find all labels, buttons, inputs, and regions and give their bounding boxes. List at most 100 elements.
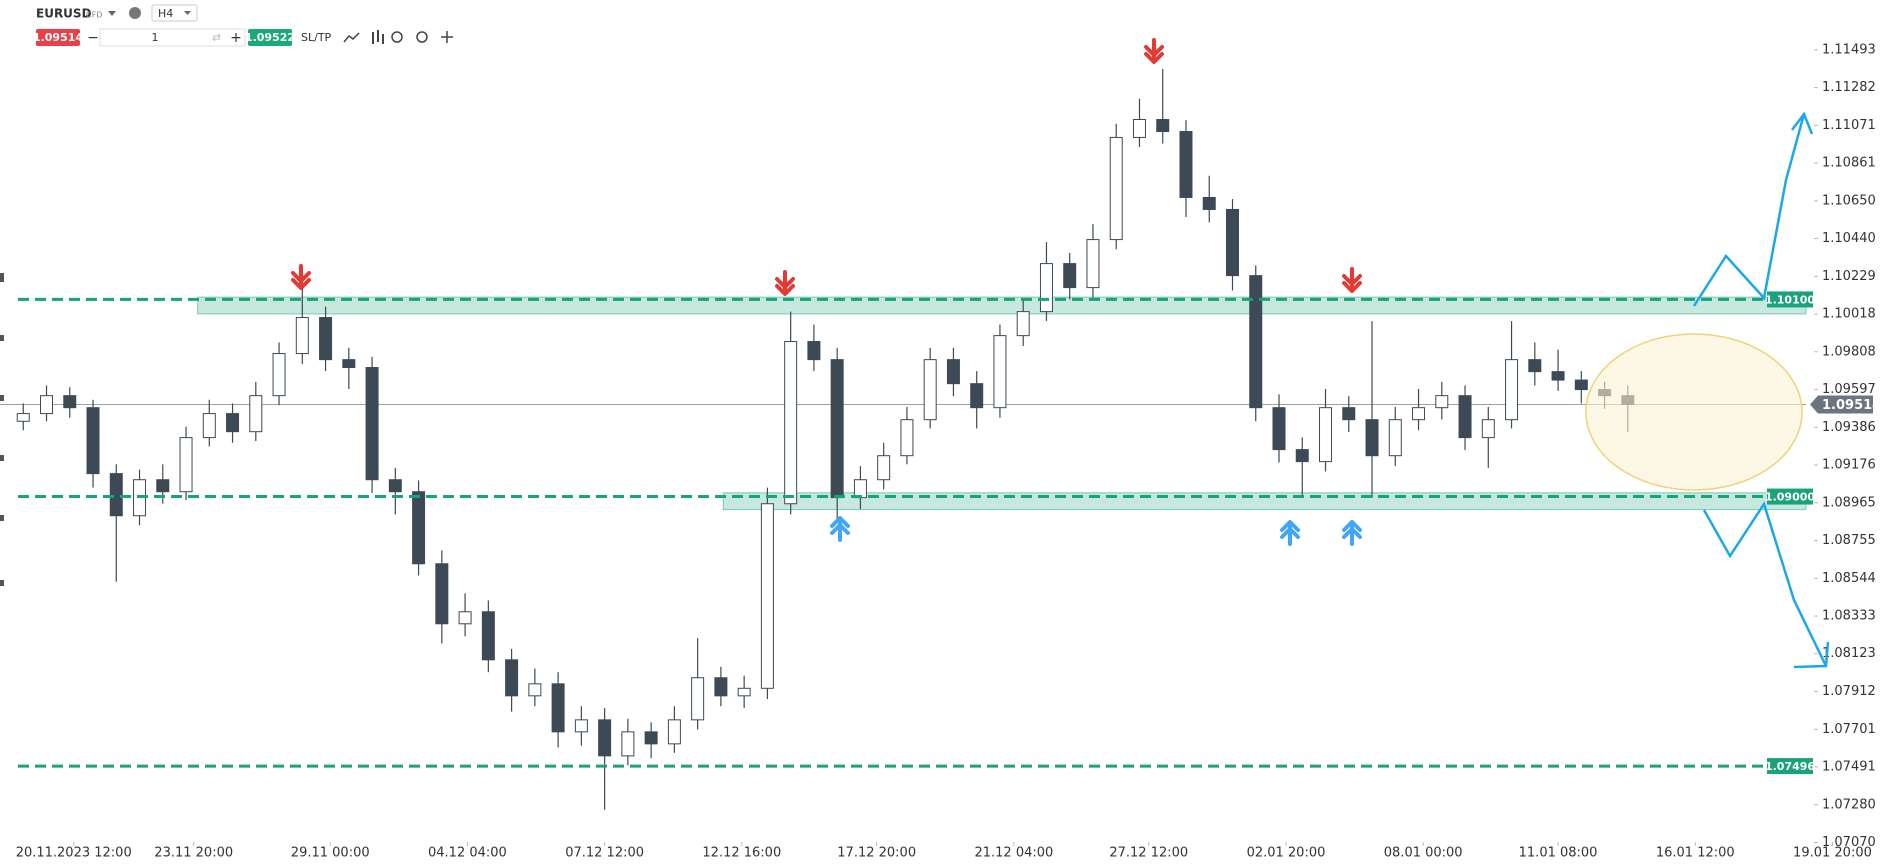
x-tick-label: 12.12 16:00 [702, 846, 781, 861]
x-tick-label: 29.11 00:00 [291, 846, 370, 861]
timeframe: H4 [158, 7, 173, 20]
y-tick-label: 1.09386 [1822, 420, 1876, 435]
candle-body [1272, 407, 1286, 451]
candle-body [1342, 407, 1356, 421]
sell-signal-arrow [291, 264, 311, 290]
line-tool[interactable] [343, 32, 360, 43]
candle-body [691, 677, 705, 721]
symbol-dropdown[interactable] [108, 11, 116, 16]
candle-body [365, 367, 379, 481]
level-label-box [1767, 291, 1813, 308]
sell-signal-arrow [775, 270, 795, 296]
candle-body [63, 395, 77, 409]
candle-body [202, 413, 216, 439]
candle-body [830, 359, 844, 499]
sell-signal-arrow [1342, 267, 1362, 293]
support-resistance-zone [197, 296, 1807, 315]
plot-area: 1.11493 1.11282 1.11071 1.10861 1.10650 1.104… [0, 42, 1876, 861]
x-tick-label: 23.11 20:00 [154, 846, 233, 861]
level-label: 1.10100 [1765, 293, 1815, 306]
info-icon[interactable] [129, 7, 141, 19]
candle-body [760, 503, 774, 689]
tool-icon[interactable] [0, 515, 4, 521]
y-tick-label: 1.07070 [1822, 835, 1876, 850]
y-tick-label: 1.10018 [1822, 307, 1876, 322]
minus-button[interactable]: − [87, 30, 99, 46]
y-tick-label: 1.11282 [1822, 80, 1876, 95]
candle-body [109, 473, 123, 517]
x-tick-label: 21.12 04:00 [974, 846, 1053, 861]
candle-body [435, 563, 449, 625]
buy-signal-arrow [830, 516, 850, 542]
candle-body [505, 659, 519, 697]
candle-body [1249, 275, 1263, 409]
tool-icon[interactable] [0, 395, 4, 401]
candle-body [784, 341, 798, 505]
y-tick-label: 1.11493 [1822, 42, 1876, 57]
buy-button[interactable] [248, 29, 292, 46]
level-label-box [1767, 758, 1813, 775]
tool-icon[interactable] [0, 580, 4, 586]
x-tick-label: 04.12 04:00 [428, 846, 507, 861]
y-tick-label: 1.09176 [1822, 458, 1876, 473]
plus-button[interactable]: + [230, 30, 242, 46]
candle-body [1132, 119, 1146, 138]
x-tick-label: 27.12 12:00 [1109, 846, 1188, 861]
level-label: 1.07496 [1765, 760, 1815, 773]
bullish-scenario [1692, 113, 1806, 307]
candle-body [1528, 359, 1542, 373]
candle-body [1295, 449, 1309, 463]
candle-body [156, 479, 170, 493]
bearish-scenario [1702, 501, 1828, 667]
candle-body [528, 683, 542, 697]
candle-body [853, 479, 867, 499]
sell-button[interactable] [36, 29, 80, 46]
swap-icon[interactable]: ⇄ [212, 31, 221, 44]
sl-tp[interactable]: SL/TP [301, 31, 332, 44]
candle-body [388, 479, 402, 493]
y-tick-label: 1.07701 [1822, 722, 1876, 737]
candle-body [319, 317, 333, 361]
tool-icon[interactable] [0, 273, 4, 282]
last-price-label: 1.09514 [1822, 398, 1881, 413]
candle-body [1202, 196, 1216, 210]
quantity-input[interactable] [99, 28, 246, 47]
symbol[interactable]: EURUSD [36, 7, 92, 21]
candle-body [481, 611, 495, 661]
timeframe-select[interactable] [151, 4, 198, 22]
candle-body [1109, 136, 1123, 241]
candle-body [1063, 263, 1077, 289]
candle-body [923, 359, 937, 421]
candle-body [667, 719, 681, 745]
candle-body [946, 359, 960, 385]
symbol-type: CFD [86, 11, 102, 20]
candle-body [458, 611, 472, 625]
zoom-out[interactable] [391, 31, 403, 43]
candle-body [1574, 379, 1588, 391]
candle-body [1179, 131, 1193, 198]
candle-body [737, 687, 751, 697]
candle-tool[interactable] [372, 30, 384, 44]
candle-body [644, 731, 658, 745]
candle-body [1435, 395, 1449, 409]
y-tick-label: 1.10861 [1822, 156, 1876, 171]
crosshair-tool[interactable] [441, 31, 453, 43]
tool-icon[interactable] [0, 335, 4, 341]
overlay: 1.10100 1.09000 1.07496 1.09514 [18, 38, 1881, 775]
candle-body [40, 395, 54, 415]
candle-body [1086, 239, 1100, 289]
candle-body [877, 455, 891, 481]
y-tick-label: 1.10440 [1822, 231, 1876, 246]
buy-signal-arrow [1280, 520, 1300, 546]
candle-body [226, 413, 240, 433]
candle-body [179, 437, 193, 493]
last-price-box [1810, 395, 1873, 414]
y-tick-label: 1.09808 [1822, 344, 1876, 359]
drawing-tools [0, 273, 4, 586]
zoom-in[interactable] [416, 31, 428, 43]
tool-icon[interactable] [0, 455, 4, 461]
buy-signal-arrow [1342, 520, 1362, 546]
x-tick-label: 08.01 00:00 [1384, 846, 1463, 861]
